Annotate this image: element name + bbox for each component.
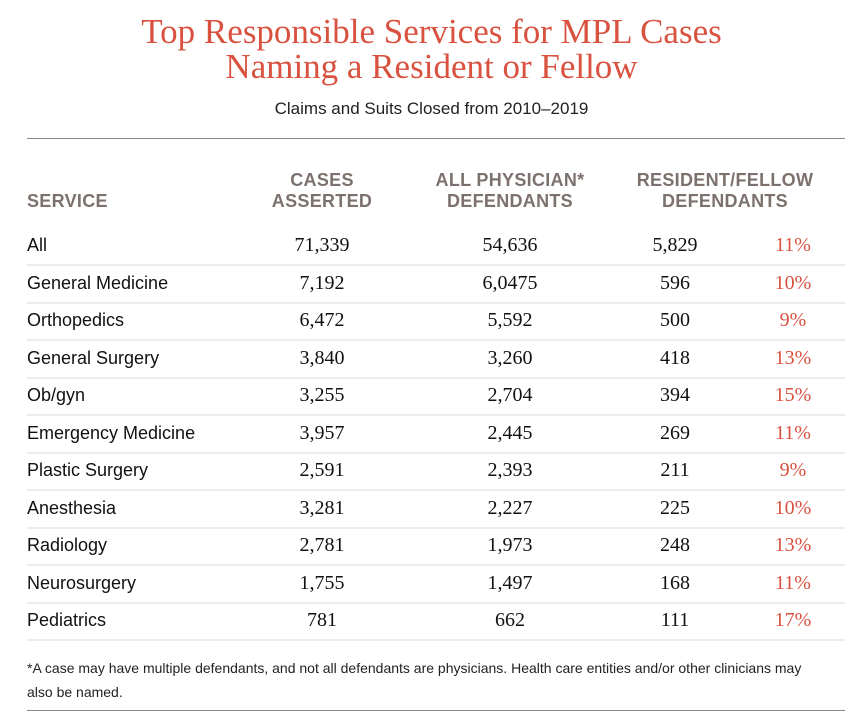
cases-cell: 2,591 bbox=[299, 459, 345, 481]
all-physician-cell: 54,636 bbox=[482, 234, 538, 256]
percent-cell: 9% bbox=[779, 459, 807, 481]
percent-cell: 10% bbox=[774, 271, 812, 294]
cases-cell: 71,339 bbox=[294, 234, 350, 256]
all-physician-cell: 2,393 bbox=[487, 459, 533, 481]
resident-cell: 394 bbox=[660, 384, 690, 406]
cases-cell: 3,957 bbox=[299, 421, 345, 444]
resident-cell: 111 bbox=[660, 609, 690, 631]
resident-cell: 225 bbox=[660, 496, 690, 519]
service-cell: Pediatrics bbox=[27, 610, 107, 630]
cases-cell: 3,840 bbox=[299, 346, 345, 369]
percent-cell: 10% bbox=[774, 496, 812, 519]
table-row: Radiology 2,781 1,973 248 13% bbox=[27, 527, 845, 566]
percent-cell: 9% bbox=[779, 309, 807, 331]
header-resident: RESIDENT/FELLOW DEFENDANTS bbox=[636, 170, 814, 211]
header-service: SERVICE bbox=[27, 191, 108, 211]
resident-cell: 596 bbox=[660, 271, 690, 294]
service-cell: Emergency Medicine bbox=[27, 422, 196, 443]
table-row: Ob/gyn 3,255 2,704 394 15% bbox=[27, 377, 845, 416]
service-cell: Radiology bbox=[27, 535, 108, 555]
all-physician-cell: 3,260 bbox=[487, 346, 533, 369]
service-cell: Orthopedics bbox=[27, 310, 125, 330]
percent-cell: 11% bbox=[775, 234, 811, 256]
cases-cell: 781 bbox=[307, 609, 337, 631]
service-cell: Plastic Surgery bbox=[27, 460, 149, 480]
resident-cell: 168 bbox=[660, 571, 690, 594]
all-physician-cell: 5,592 bbox=[487, 309, 533, 331]
resident-cell: 418 bbox=[660, 346, 690, 369]
service-cell: All bbox=[27, 235, 48, 255]
percent-cell: 13% bbox=[774, 346, 812, 369]
divider-top bbox=[27, 138, 845, 139]
header-all-physician: ALL PHYSICIAN* DEFENDANTS bbox=[435, 170, 585, 211]
subtitle: Claims and Suits Closed from 2010–2019 bbox=[274, 99, 589, 118]
service-cell: General Surgery bbox=[27, 347, 160, 368]
all-physician-cell: 2,227 bbox=[487, 496, 533, 519]
table-row: Anesthesia 3,281 2,227 225 10% bbox=[27, 490, 845, 529]
service-cell: Anesthesia bbox=[27, 497, 117, 518]
resident-cell: 500 bbox=[660, 309, 690, 331]
cases-cell: 3,281 bbox=[299, 496, 345, 519]
all-physician-cell: 662 bbox=[495, 609, 525, 631]
all-physician-cell: 2,704 bbox=[487, 384, 533, 406]
resident-cell: 211 bbox=[660, 459, 690, 481]
cases-cell: 6,472 bbox=[299, 309, 345, 331]
cases-cell: 7,192 bbox=[299, 271, 345, 294]
percent-cell: 17% bbox=[774, 609, 812, 631]
percent-cell: 11% bbox=[775, 571, 811, 594]
percent-cell: 15% bbox=[774, 384, 812, 406]
all-physician-cell: 2,445 bbox=[487, 421, 533, 444]
table-row: Emergency Medicine 3,957 2,445 269 11% bbox=[27, 415, 845, 454]
table-row: Orthopedics 6,472 5,592 500 9% bbox=[27, 302, 845, 341]
table-row: Plastic Surgery 2,591 2,393 211 9% bbox=[27, 452, 845, 491]
service-cell: Ob/gyn bbox=[27, 385, 86, 405]
resident-cell: 269 bbox=[660, 421, 690, 444]
table-row: Pediatrics 781 662 111 17% bbox=[27, 602, 845, 641]
resident-cell: 5,829 bbox=[652, 234, 698, 256]
percent-cell: 13% bbox=[774, 534, 812, 556]
percent-cell: 11% bbox=[775, 421, 811, 444]
cases-cell: 2,781 bbox=[299, 534, 345, 556]
all-physician-cell: 1,497 bbox=[487, 571, 533, 594]
footnote: *A case may have multiple defendants, an… bbox=[27, 660, 802, 700]
header-cases: CASES ASSERTED bbox=[271, 170, 373, 211]
table-row: Neurosurgery 1,755 1,497 168 11% bbox=[27, 565, 845, 604]
table-row: General Medicine 7,192 6,0475 596 10% bbox=[27, 265, 845, 304]
divider-bottom bbox=[27, 710, 845, 711]
all-physician-cell: 1,973 bbox=[487, 534, 533, 556]
service-cell: Neurosurgery bbox=[27, 572, 137, 593]
all-physician-cell: 6,0475 bbox=[482, 271, 538, 294]
cases-cell: 3,255 bbox=[299, 384, 345, 406]
table-row: All 71,339 54,636 5,829 11% bbox=[27, 227, 845, 266]
table-row: General Surgery 3,840 3,260 418 13% bbox=[27, 340, 845, 379]
cases-cell: 1,755 bbox=[299, 571, 345, 594]
resident-cell: 248 bbox=[660, 534, 690, 556]
service-cell: General Medicine bbox=[27, 272, 169, 293]
page-title: Top Responsible Services for MPL Cases N… bbox=[141, 12, 722, 86]
